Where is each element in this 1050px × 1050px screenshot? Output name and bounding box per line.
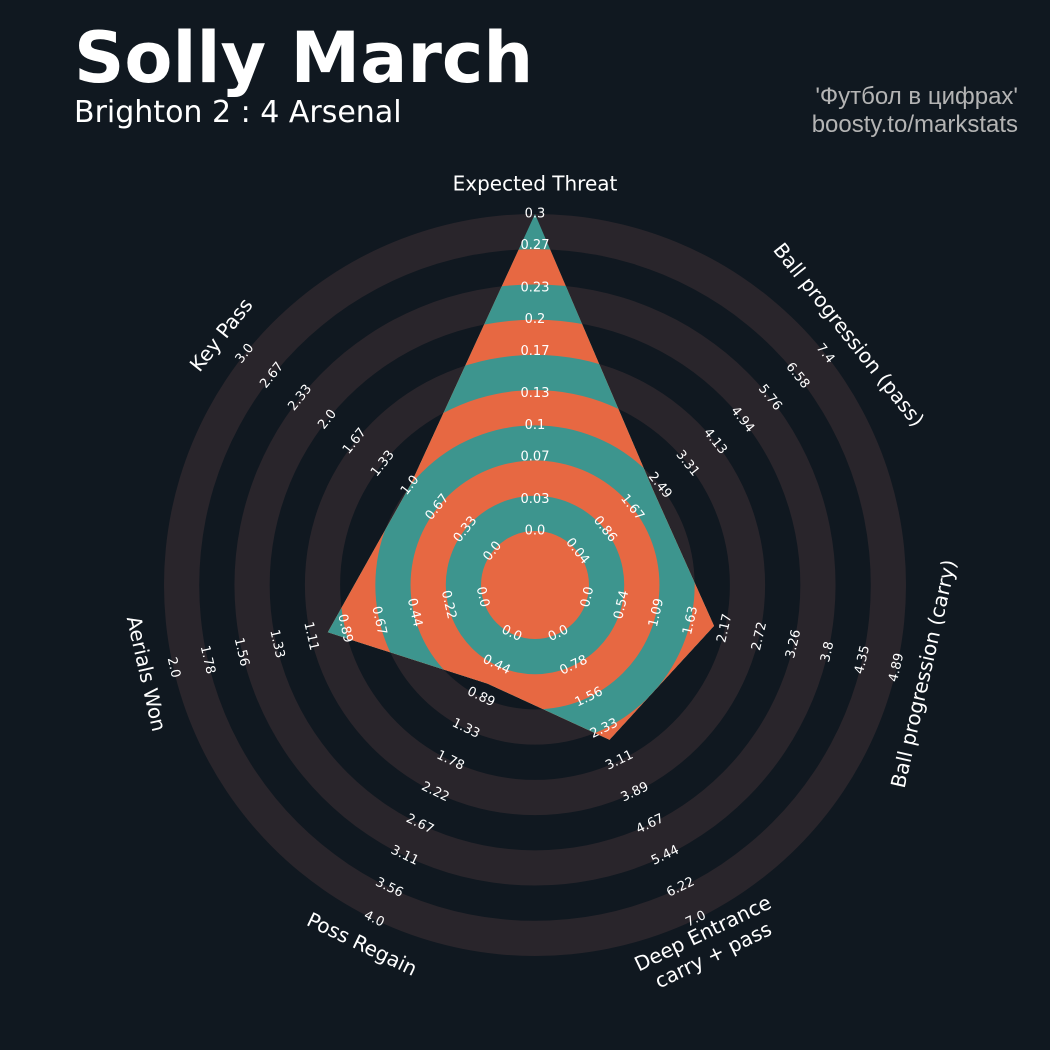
tick-label: 0.23 — [521, 280, 550, 295]
shape-band — [481, 531, 589, 639]
tick-label: 3.26 — [783, 628, 804, 660]
tick-label: 2.17 — [714, 613, 735, 645]
credit: 'Футбол в цифрах' — [815, 83, 1018, 110]
tick-label: 1.11 — [300, 620, 321, 652]
tick-label: 0.44 — [404, 597, 425, 629]
tick-label: 0.2 — [525, 312, 546, 327]
tick-label: 3.8 — [818, 640, 837, 664]
tick-label: 4.35 — [852, 644, 873, 676]
tick-label: 0.67 — [368, 605, 389, 637]
tick-label: 0.03 — [521, 492, 550, 507]
tick-label: 0.1 — [525, 418, 546, 433]
tick-label: 2.0 — [164, 656, 183, 680]
tick-label: 1.63 — [680, 605, 701, 637]
tick-label: 0.89 — [334, 613, 355, 645]
tick-label: 0.22 — [438, 589, 459, 621]
tick-label: 1.56 — [231, 636, 252, 668]
tick-label: 1.78 — [197, 644, 218, 676]
credit: boosty.to/markstats — [812, 111, 1018, 138]
tick-label: 0.07 — [521, 450, 550, 465]
tick-label: 0.17 — [521, 344, 550, 359]
tick-label: 1.09 — [646, 597, 667, 629]
tick-label: 0.3 — [525, 207, 546, 222]
tick-label: 0.0 — [525, 524, 546, 539]
tick-label: 0.13 — [521, 386, 550, 401]
tick-label: 0.0 — [578, 585, 597, 609]
param-label: Expected Threat — [453, 172, 618, 196]
tick-label: 4.89 — [886, 652, 907, 684]
tick-label: 0.27 — [521, 238, 550, 253]
chart-subtitle: Brighton 2 : 4 Arsenal — [74, 95, 402, 130]
tick-label: 0.54 — [611, 589, 632, 621]
tick-label: 2.72 — [749, 620, 770, 652]
tick-label: 1.33 — [266, 628, 287, 660]
chart-title: Solly March — [74, 17, 533, 99]
tick-label: 0.0 — [473, 585, 492, 609]
